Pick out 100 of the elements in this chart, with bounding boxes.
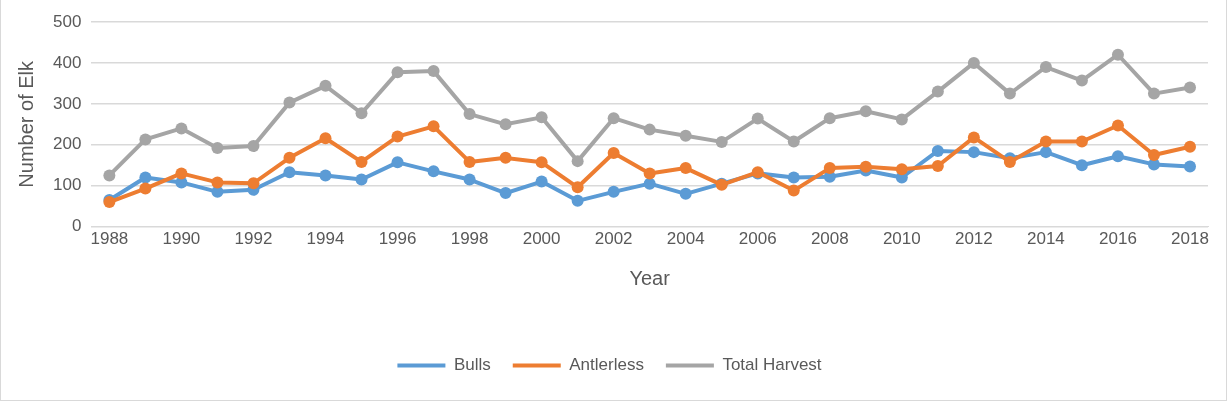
point bbox=[319, 79, 332, 92]
point bbox=[535, 156, 548, 169]
point bbox=[571, 181, 584, 194]
x-tick-label: 2014 bbox=[1026, 229, 1065, 249]
point bbox=[1183, 160, 1196, 173]
point bbox=[499, 187, 512, 200]
point bbox=[463, 173, 476, 186]
point bbox=[859, 160, 872, 173]
point bbox=[1075, 159, 1088, 172]
x-tick-label: 2012 bbox=[954, 229, 993, 249]
x-tick-label: 2006 bbox=[738, 229, 777, 249]
point bbox=[571, 194, 584, 207]
point bbox=[535, 175, 548, 188]
point bbox=[823, 112, 836, 125]
point bbox=[895, 113, 908, 126]
point bbox=[787, 171, 800, 184]
point bbox=[139, 182, 152, 195]
legend-label: Bulls bbox=[453, 355, 491, 375]
point bbox=[679, 162, 692, 175]
point bbox=[607, 146, 620, 159]
point bbox=[967, 131, 980, 144]
point bbox=[139, 133, 152, 146]
point bbox=[1075, 135, 1088, 148]
point bbox=[283, 166, 296, 179]
point bbox=[1039, 61, 1052, 74]
point bbox=[247, 177, 260, 190]
point bbox=[787, 135, 800, 148]
x-tick-label: 2002 bbox=[594, 229, 633, 249]
point bbox=[283, 151, 296, 164]
point bbox=[283, 96, 296, 109]
x-tick-label: 2004 bbox=[666, 229, 705, 249]
x-tick-label: 2000 bbox=[522, 229, 561, 249]
point bbox=[787, 184, 800, 197]
point bbox=[1111, 119, 1124, 132]
point bbox=[463, 155, 476, 168]
point bbox=[1147, 87, 1160, 100]
point bbox=[859, 105, 872, 118]
point bbox=[391, 66, 404, 79]
point bbox=[1183, 140, 1196, 153]
point bbox=[175, 167, 188, 180]
point bbox=[319, 169, 332, 182]
point bbox=[499, 151, 512, 164]
point bbox=[931, 85, 944, 98]
legend-label: Total Harvest bbox=[722, 355, 822, 375]
point bbox=[139, 171, 152, 184]
x-axis-title: Year bbox=[629, 266, 671, 289]
point bbox=[607, 185, 620, 198]
point bbox=[499, 118, 512, 131]
y-axis-title: Number of Elk bbox=[14, 59, 37, 188]
point bbox=[931, 144, 944, 157]
point bbox=[319, 132, 332, 145]
point bbox=[715, 135, 728, 148]
point bbox=[643, 177, 656, 190]
y-tick-label: 0 bbox=[71, 216, 82, 236]
x-tick-label: 2008 bbox=[810, 229, 849, 249]
point bbox=[535, 111, 548, 124]
point bbox=[967, 146, 980, 159]
point bbox=[679, 187, 692, 200]
point bbox=[643, 167, 656, 180]
point bbox=[751, 112, 764, 125]
point bbox=[355, 107, 368, 120]
point bbox=[427, 65, 440, 78]
point bbox=[355, 173, 368, 186]
point bbox=[571, 155, 584, 168]
point bbox=[1183, 81, 1196, 94]
y-tick-label: 100 bbox=[52, 175, 82, 195]
point bbox=[1111, 150, 1124, 163]
point bbox=[463, 108, 476, 121]
point bbox=[931, 160, 944, 173]
point bbox=[1147, 148, 1160, 161]
point bbox=[679, 129, 692, 142]
x-tick-label: 1988 bbox=[90, 229, 129, 249]
y-tick-label: 200 bbox=[52, 134, 82, 154]
x-tick-label: 1992 bbox=[234, 229, 273, 249]
legend-label: Antlerless bbox=[569, 355, 644, 375]
point bbox=[895, 163, 908, 176]
point bbox=[391, 130, 404, 143]
point bbox=[355, 155, 368, 168]
point bbox=[823, 162, 836, 175]
point bbox=[211, 142, 224, 155]
point bbox=[1075, 74, 1088, 87]
point bbox=[427, 120, 440, 133]
point bbox=[175, 122, 188, 135]
point bbox=[247, 139, 260, 152]
y-tick-label: 400 bbox=[52, 52, 82, 72]
point bbox=[967, 56, 980, 69]
point bbox=[643, 123, 656, 136]
point bbox=[1039, 135, 1052, 148]
point bbox=[391, 156, 404, 169]
x-tick-label: 1998 bbox=[450, 229, 489, 249]
x-tick-label: 2016 bbox=[1099, 229, 1137, 249]
point bbox=[1003, 87, 1016, 100]
point bbox=[1111, 48, 1124, 61]
point bbox=[211, 176, 224, 189]
x-tick-label: 1994 bbox=[306, 229, 345, 249]
point bbox=[103, 169, 116, 182]
x-tick-label: 2010 bbox=[882, 229, 921, 249]
point bbox=[427, 165, 440, 178]
y-tick-label: 500 bbox=[52, 11, 82, 31]
x-tick-label: 1996 bbox=[378, 229, 417, 249]
